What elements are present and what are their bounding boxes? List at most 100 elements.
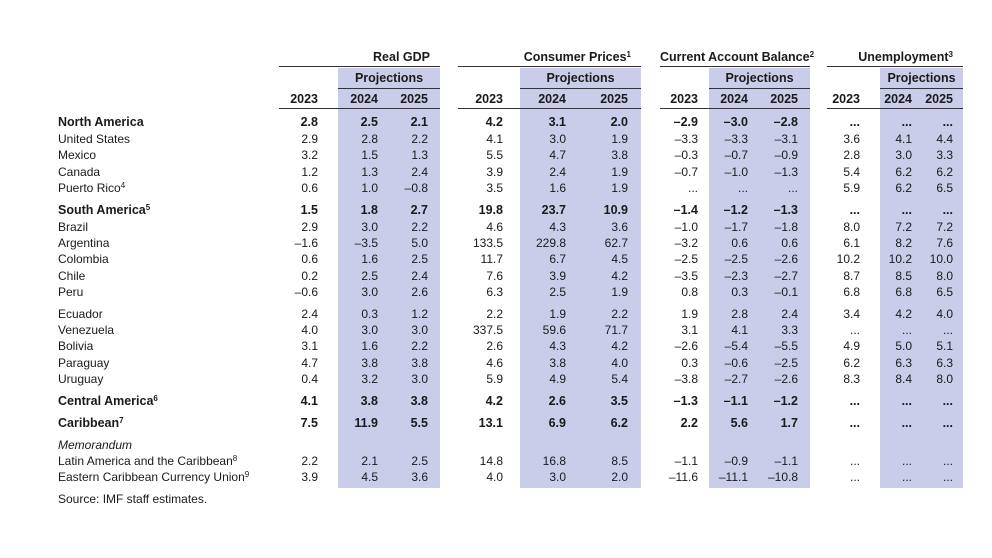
cell: 16.8 <box>542 454 566 468</box>
cell: 2.5 <box>361 268 378 283</box>
cell: 2.7 <box>410 202 428 217</box>
cell: 2.2 <box>680 415 698 430</box>
cell: 4.5 <box>361 470 378 485</box>
cell: 2.1 <box>410 115 428 129</box>
row-label-text: Bolivia <box>58 339 94 354</box>
cell: 5.0 <box>411 236 428 250</box>
cell: 23.7 <box>541 202 566 217</box>
cell: 2.2 <box>301 454 318 468</box>
cell: 3.0 <box>549 470 566 485</box>
cell: ... <box>687 181 698 196</box>
cell: –3.1 <box>774 132 798 146</box>
cell: –2.5 <box>724 252 748 267</box>
cell: 3.0 <box>361 285 378 300</box>
year-header: 2024 <box>350 92 378 106</box>
row-label-text: Brazil <box>58 219 89 234</box>
group-title-text: Consumer Prices <box>523 50 627 64</box>
cell: 4.7 <box>301 355 318 370</box>
projection-shade <box>338 68 440 488</box>
cell: 10.9 <box>603 202 628 217</box>
cell: 6.3 <box>486 285 503 300</box>
cell: ... <box>901 202 912 217</box>
cell: –11.1 <box>718 470 748 485</box>
footnote-mark: 1 <box>626 50 631 59</box>
cell: –1.2 <box>773 393 798 408</box>
footnote-mark: 3 <box>948 50 953 59</box>
cell: ... <box>849 323 860 337</box>
cell: 3.8 <box>549 355 566 370</box>
cell: 3.6 <box>611 219 628 234</box>
year-rule <box>458 108 641 109</box>
cell: 10.0 <box>929 252 953 267</box>
row-label: Chile <box>58 268 85 284</box>
cell: ... <box>942 454 953 468</box>
cell: 3.0 <box>361 323 378 337</box>
row-label-text: Paraguay <box>58 355 110 370</box>
cell: 14.8 <box>479 454 503 468</box>
cell: 5.4 <box>611 372 628 387</box>
cell: 4.7 <box>549 148 566 163</box>
cell: 5.4 <box>843 164 860 179</box>
row-label-text: North America <box>58 115 144 129</box>
cell: –1.7 <box>724 219 748 234</box>
cell: ... <box>737 181 748 196</box>
row-label: Latin America and the Caribbean8 <box>58 453 237 469</box>
cell: 1.0 <box>361 181 378 196</box>
cell: –2.5 <box>674 252 698 267</box>
cell: 1.7 <box>780 415 798 430</box>
cell: 4.6 <box>486 219 503 234</box>
projections-label: Projections <box>546 71 615 85</box>
cell: 4.2 <box>485 393 503 408</box>
row-label: Caribbean7 <box>58 415 124 431</box>
cell: –3.3 <box>724 132 748 146</box>
cell: 10.2 <box>836 252 860 267</box>
cell: 2.4 <box>549 164 566 179</box>
footnote-mark: 9 <box>244 470 250 480</box>
cell: ... <box>942 115 953 129</box>
cell: 62.7 <box>604 236 628 250</box>
cell: –1.4 <box>673 202 698 217</box>
cell: 3.0 <box>549 132 566 146</box>
cell: 1.8 <box>360 202 378 217</box>
row-label: Eastern Caribbean Currency Union9 <box>58 469 249 485</box>
cell: 6.1 <box>843 236 860 250</box>
cell: 5.6 <box>730 415 748 430</box>
cell: –1.1 <box>723 393 748 408</box>
cell: ... <box>942 323 953 337</box>
cell: 11.7 <box>480 252 503 267</box>
cell: 2.8 <box>300 115 318 129</box>
cell: –1.6 <box>294 236 318 250</box>
year-header: 2023 <box>290 92 318 106</box>
cell: –5.4 <box>724 339 748 354</box>
row-label-text: Central America <box>58 393 154 408</box>
group-title: Current Account Balance2 <box>660 49 814 65</box>
cell: 3.2 <box>301 148 318 163</box>
cell: 2.4 <box>411 268 428 283</box>
row-label: Memorandum <box>58 437 132 453</box>
cell: –0.8 <box>404 181 428 196</box>
year-rule <box>660 108 810 109</box>
cell: 4.1 <box>300 393 318 408</box>
cell: 6.2 <box>895 181 912 196</box>
projections-label: Projections <box>354 71 424 85</box>
cell: 2.6 <box>411 285 428 300</box>
cell: ... <box>849 202 860 217</box>
cell: 19.8 <box>478 202 503 217</box>
cell: –2.9 <box>673 115 698 129</box>
cell: 8.4 <box>895 372 912 387</box>
cell: ... <box>901 470 912 485</box>
cell: 1.2 <box>411 306 428 321</box>
cell: 0.4 <box>301 372 318 387</box>
cell: 2.2 <box>411 219 428 234</box>
cell: 1.5 <box>300 202 318 217</box>
cell: 3.8 <box>411 355 428 370</box>
cell: –2.8 <box>773 115 798 129</box>
cell: 6.2 <box>936 164 953 179</box>
cell: 1.3 <box>411 148 428 163</box>
cell: 5.9 <box>843 181 860 196</box>
cell: 7.6 <box>486 268 503 283</box>
cell: –1.8 <box>774 219 798 234</box>
cell: 0.6 <box>301 252 318 267</box>
cell: 4.3 <box>549 219 566 234</box>
projections-rule <box>880 88 963 89</box>
